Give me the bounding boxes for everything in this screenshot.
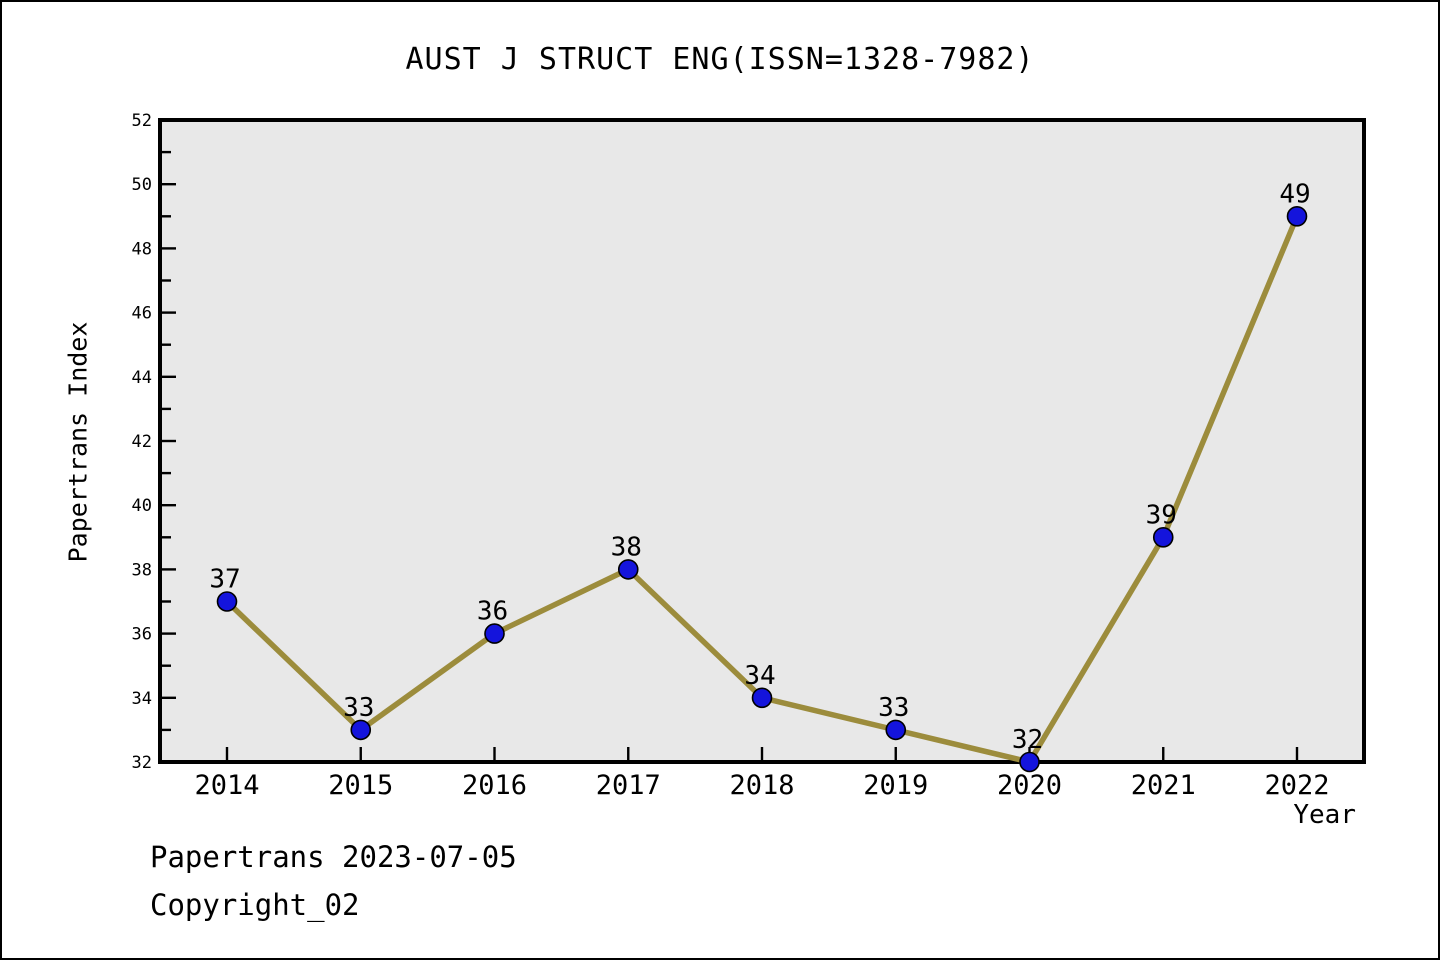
point-label: 32 [1012, 725, 1043, 755]
data-point [216, 591, 238, 612]
y-tick-label: 46 [132, 304, 152, 324]
data-point [1019, 751, 1040, 773]
point-label: 33 [878, 693, 909, 723]
chart-title: AUST J STRUCT ENG(ISSN=1328-7982) [405, 42, 1035, 77]
data-point [1152, 526, 1174, 548]
x-tick-label: 2016 [462, 770, 527, 801]
point-label: 49 [1279, 179, 1310, 209]
y-axis-label: Papertrans Index [63, 321, 93, 563]
point-label: 38 [611, 532, 642, 562]
footer-date: Papertrans 2023-07-05 [150, 840, 517, 874]
x-tick-label: 2018 [729, 770, 794, 801]
data-point [617, 559, 639, 580]
y-tick-label: 34 [132, 689, 152, 709]
y-tick-label: 48 [132, 239, 152, 259]
x-tick-label: 2019 [863, 770, 928, 801]
data-point [350, 719, 372, 741]
x-axis-label: Year [1293, 800, 1356, 830]
x-tick-label: 2022 [1264, 770, 1329, 801]
plot-area [158, 118, 1366, 764]
y-tick-label: 36 [132, 625, 152, 645]
x-tick-label: 2020 [997, 770, 1062, 801]
footer-copyright: Copyright_02 [150, 888, 360, 922]
x-tick-label: 2014 [194, 770, 259, 801]
point-label: 37 [209, 565, 240, 595]
y-tick-label: 44 [132, 368, 152, 388]
data-point [1286, 206, 1308, 227]
y-tick-label: 32 [132, 753, 152, 773]
data-point [885, 719, 907, 741]
y-tick-label: 38 [132, 560, 152, 580]
y-tick-label: 50 [132, 175, 152, 195]
point-label: 39 [1146, 500, 1177, 530]
x-tick-label: 2021 [1131, 770, 1196, 801]
x-tick-label: 2017 [596, 770, 661, 801]
y-tick-label: 42 [132, 432, 152, 452]
data-point [751, 687, 773, 709]
data-point [484, 623, 505, 644]
y-tick-label: 40 [132, 496, 152, 516]
point-label: 36 [477, 597, 508, 627]
y-tick-label: 52 [132, 111, 152, 131]
point-label: 34 [744, 661, 775, 691]
x-tick-label: 2015 [328, 770, 393, 801]
point-label: 33 [343, 693, 374, 723]
